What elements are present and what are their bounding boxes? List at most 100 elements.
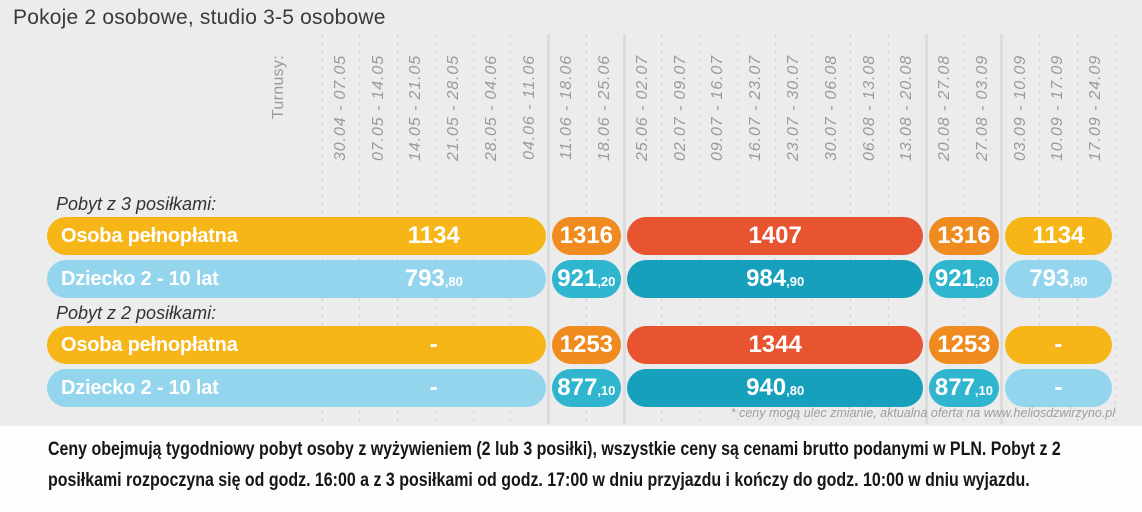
period-header-cell: 18.06 - 25.06 <box>586 34 624 192</box>
period-label: 02.07 - 09.07 <box>671 55 689 161</box>
period-label: 23.07 - 30.07 <box>785 55 803 161</box>
page-title: Pokoje 2 osobowe, studio 3-5 osobowe <box>13 6 386 29</box>
price-row: Osoba pełnopłatna 1134 1316 1407 1316 1134 <box>47 217 1115 255</box>
price-value: - <box>429 374 438 401</box>
price-pill: 1253 <box>551 326 622 364</box>
column-separator <box>1000 34 1040 424</box>
period-label: 11.06 - 18.06 <box>558 55 576 160</box>
price-value-decimal: ,80 <box>444 274 463 289</box>
period-label: 25.06 - 02.07 <box>633 55 651 161</box>
section-label: Pobyt z 3 posiłkami: <box>56 194 217 214</box>
price-pill: 877,10 <box>551 369 622 407</box>
price-pill: 793,80 <box>1004 260 1112 298</box>
period-label: 14.05 - 21.05 <box>407 55 425 161</box>
period-header-cell: 17.09 - 24.09 <box>1077 34 1115 192</box>
row-label: Osoba pełnopłatna <box>61 224 238 247</box>
period-label: 04.06 - 11.06 <box>520 55 538 160</box>
section-label: Pobyt z 2 posiłkami: <box>56 303 217 323</box>
price-pill: 1344 <box>627 326 924 364</box>
price-pill: 1407 <box>627 217 924 255</box>
price-value: - <box>1054 374 1063 401</box>
period-label: 09.07 - 16.07 <box>709 55 727 161</box>
price-value: 1134 <box>407 222 460 249</box>
price-table-body: Pobyt z 3 posiłkami: Osoba pełnopłatna 113… <box>0 194 1142 412</box>
price-value-decimal: ,20 <box>974 274 993 289</box>
period-header-cell: 30.07 - 06.08 <box>813 34 851 192</box>
column-separator <box>924 34 964 424</box>
period-header-cell: 11.06 - 18.06 <box>549 34 587 192</box>
period-label: 10.09 - 17.09 <box>1049 55 1067 161</box>
row-label: Osoba pełnopłatna <box>61 333 238 356</box>
price-value-decimal: ,20 <box>597 274 616 289</box>
period-header: Turnusy: 30.04 - 07.05 07.05 - 14.05 14.05… <box>47 34 1115 192</box>
price-pill: 1253 <box>929 326 999 364</box>
period-label: 28.05 - 04.06 <box>482 55 500 161</box>
row-label: Dziecko 2 - 10 lat <box>61 267 219 290</box>
bottom-info-text: Ceny obejmują tygodniowy pobyt osoby z w… <box>48 439 1061 491</box>
period-label: 13.08 - 20.08 <box>898 55 916 161</box>
period-label: 18.06 - 25.06 <box>596 55 614 161</box>
price-value: - <box>429 331 438 358</box>
bottom-info-band: Ceny obejmują tygodniowy pobyt osoby z w… <box>0 426 1142 512</box>
price-value: 921,20 <box>934 265 993 292</box>
period-header-cell: 09.07 - 16.07 <box>700 34 738 192</box>
period-label: 30.04 - 07.05 <box>331 55 349 161</box>
price-row: Osoba pełnopłatna - 1253 1344 1253 - <box>47 326 1115 364</box>
price-value: 1253 <box>937 331 991 358</box>
price-value-decimal: ,90 <box>786 274 805 289</box>
price-value: 793,80 <box>1029 265 1088 292</box>
period-header-cell: 28.05 - 04.06 <box>473 34 511 192</box>
period-label: 06.08 - 13.08 <box>860 55 878 161</box>
price-value: 1253 <box>559 331 614 358</box>
price-pill: Osoba pełnopłatna 1134 <box>47 217 546 255</box>
period-header-cell: 27.08 - 03.09 <box>964 34 1002 192</box>
period-header-cell: 02.07 - 09.07 <box>662 34 700 192</box>
price-pill: 921,20 <box>551 260 622 298</box>
price-value: 1407 <box>748 222 802 249</box>
row-label: Dziecko 2 - 10 lat <box>61 376 219 399</box>
price-value: 921,20 <box>557 265 616 292</box>
period-header-cell: 14.05 - 21.05 <box>398 34 436 192</box>
price-value-decimal: ,80 <box>1069 274 1088 289</box>
period-header-cell: 10.09 - 17.09 <box>1039 34 1077 192</box>
period-label: 21.05 - 28.05 <box>445 55 463 161</box>
period-header-cell: 20.08 - 27.08 <box>926 34 964 192</box>
price-value: 1316 <box>559 222 614 249</box>
price-pill: Dziecko 2 - 10 lat 793,80 <box>47 260 546 298</box>
price-value: 1134 <box>1032 222 1085 249</box>
period-label: 07.05 - 14.05 <box>369 55 387 161</box>
period-header-cell: 03.09 - 10.09 <box>1002 34 1040 192</box>
price-value: 877,10 <box>557 374 616 401</box>
period-label: 30.07 - 06.08 <box>822 55 840 161</box>
price-value: 1316 <box>937 222 991 249</box>
price-pill: 1316 <box>929 217 999 255</box>
price-pill: 984,90 <box>627 260 924 298</box>
price-pill: 940,80 <box>627 369 924 407</box>
price-pill: 877,10 <box>929 369 999 407</box>
price-value: 1344 <box>748 331 802 358</box>
period-label: 27.08 - 03.09 <box>973 55 991 161</box>
price-row: Dziecko 2 - 10 lat - 877,10 940,80 877,10 - <box>47 369 1115 407</box>
price-pill: 921,20 <box>929 260 999 298</box>
price-pill: Dziecko 2 - 10 lat - <box>47 369 546 407</box>
price-pill: Osoba pełnopłatna - <box>47 326 546 364</box>
turnusy-label: Turnusy: <box>270 55 287 120</box>
period-label: 17.09 - 24.09 <box>1087 55 1105 161</box>
price-value: 984,90 <box>746 265 805 292</box>
price-value-decimal: ,80 <box>786 383 805 398</box>
period-header-cell: 04.06 - 11.06 <box>511 34 549 192</box>
period-header-cell: 25.06 - 02.07 <box>624 34 662 192</box>
price-value-decimal: ,10 <box>974 383 993 398</box>
period-header-cell: 21.05 - 28.05 <box>435 34 473 192</box>
turnusy-header-cell: Turnusy: <box>47 34 322 192</box>
price-pill: - <box>1004 369 1112 407</box>
price-pill: 1134 <box>1004 217 1112 255</box>
price-value-decimal: ,10 <box>597 383 616 398</box>
period-header-cell: 07.05 - 14.05 <box>360 34 398 192</box>
price-value: 940,80 <box>746 374 805 401</box>
price-disclaimer-footnote: * ceny mogą ulec zmianie, aktualna ofert… <box>730 406 1115 420</box>
period-header-cell: 16.07 - 23.07 <box>737 34 775 192</box>
period-label: 16.07 - 23.07 <box>747 55 765 161</box>
column-separator <box>547 34 587 424</box>
period-label: 20.08 - 27.08 <box>936 55 954 161</box>
